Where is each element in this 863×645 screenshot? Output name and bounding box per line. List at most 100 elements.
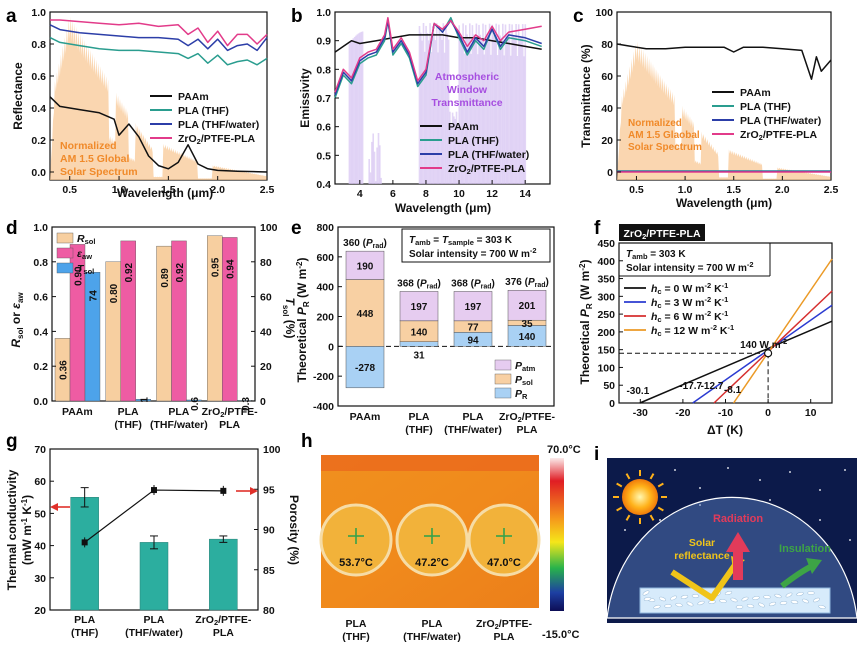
atm-window-bar xyxy=(472,34,475,184)
pore-24 xyxy=(768,601,777,607)
bar-Patm-3 xyxy=(453,291,493,322)
atm-window-bar xyxy=(380,177,382,184)
solar-spectrum-a xyxy=(50,16,267,181)
c-xtick-label-1: 0.5 xyxy=(629,184,644,196)
atm-window-bar xyxy=(360,31,363,185)
hc-line-2 xyxy=(692,304,833,404)
atm-window-bar xyxy=(447,39,450,184)
atm-window-bar xyxy=(524,24,527,185)
bar-label-εaw-1: 0.90 xyxy=(74,266,85,286)
insulation-arrowhead xyxy=(806,558,822,574)
d-ytick-label-3: 0.4 xyxy=(33,326,48,338)
atm-window-bar xyxy=(521,24,524,184)
atm-window-bar xyxy=(449,111,451,184)
label-radiation: Radiation xyxy=(713,513,763,525)
pore-23 xyxy=(763,595,771,599)
atm-window-bar xyxy=(513,37,516,184)
atm-window-bar xyxy=(490,54,492,184)
a-ytick-label-5: 0.8 xyxy=(31,39,46,51)
e-ytick-label-1: -400 xyxy=(313,401,334,413)
d-category-4-2: PLA xyxy=(219,419,240,431)
panel-e-ylabel: Theoretical PR (W m-2) xyxy=(295,258,311,383)
atm-window-bar xyxy=(523,56,525,184)
panel-c-legend: PAAm PLA (THF) PLA (THF/water) ZrO2/PTFE-PL… xyxy=(712,87,821,142)
atm-window-bar xyxy=(475,23,478,184)
g-ytick-label-3: 40 xyxy=(34,541,46,553)
f-ytick-label-9: 400 xyxy=(597,256,615,268)
bar-Psol-label-2: 140 xyxy=(411,327,428,338)
bar-Patm-label-2: 197 xyxy=(411,302,428,313)
panel-h: 53.7°C 47.2°C 47.0°C 70.0°C -15.0°C PLA(TH… xyxy=(319,444,581,643)
pore-5 xyxy=(664,604,672,608)
c-ytick-label-5: 80 xyxy=(601,39,613,51)
c-ytick-label-3: 40 xyxy=(601,103,613,115)
panel-g-letter: g xyxy=(6,431,18,452)
x-intercept-label-2: -17.7 xyxy=(679,381,702,392)
dR-ytick-label-6: 100 xyxy=(260,222,278,234)
legend-a-label-1: PAAm xyxy=(178,91,209,103)
panel-g-bars: PLA(THF)PLA(THF/water)ZrO2/PTFE-PLA xyxy=(70,485,252,639)
atm-window-bar xyxy=(375,181,377,184)
film-sample xyxy=(639,587,831,614)
f-ytick-label-1: 0 xyxy=(609,398,615,410)
porosity-point-3 xyxy=(220,487,227,494)
panel-f-lines: 140 W m-2 -30.1 -17.7-12.7 -8.1 xyxy=(619,258,833,404)
e-ytick-label-6: 600 xyxy=(316,252,334,264)
sun-ray-9 xyxy=(625,473,631,480)
hc-line-3 xyxy=(713,290,833,404)
legend-b-label-1: PAAm xyxy=(448,121,479,133)
atm-window-bar xyxy=(420,32,422,185)
atm-window-bar xyxy=(418,26,421,184)
bar-PR-label-1: -278 xyxy=(355,363,375,374)
atm-window-bar xyxy=(471,25,474,184)
atm-window-bar xyxy=(439,33,442,185)
b-xtick-label-6: 14 xyxy=(519,188,531,200)
atm-window-bar xyxy=(519,36,521,185)
reflectance-series-3 xyxy=(49,24,268,52)
legend-e-label-1: Patm xyxy=(515,360,536,373)
sun-rays xyxy=(613,470,667,524)
e-category-1-1: PAAm xyxy=(350,411,381,423)
sun-icon xyxy=(622,479,658,515)
bar-Patm-1 xyxy=(345,250,385,280)
atm-window-bar xyxy=(500,37,503,184)
legend-e-label-2: Psol xyxy=(515,374,533,387)
legend-e-label-3: PR xyxy=(515,388,528,401)
bar-conductivity-2 xyxy=(139,542,169,611)
g-category-1-2: (THF) xyxy=(71,627,98,639)
atm-window-bar xyxy=(459,34,462,184)
dR-ytick-label-4: 60 xyxy=(260,292,272,304)
pore-8 xyxy=(680,595,689,599)
gR-ytick-label-4: 95 xyxy=(263,484,275,496)
bar-Psol-label-4: 35 xyxy=(521,319,533,330)
legend-f-label-1: hc = 0 W m-2 K-1 xyxy=(651,281,728,296)
bar-Tsol-3 xyxy=(186,399,202,402)
atm-window-bar xyxy=(422,23,425,184)
pore-26 xyxy=(779,601,788,605)
atm-window-bar xyxy=(421,40,423,184)
dR-ytick-label-5: 80 xyxy=(260,257,272,269)
panel-c-ylabel: Transmittance (%) xyxy=(579,44,593,147)
c-xtick-label-3: 1.5 xyxy=(726,184,741,196)
e-ytick-label-4: 200 xyxy=(316,312,334,324)
pore-9 xyxy=(686,601,694,607)
atm-window-bar xyxy=(504,24,507,184)
sun-ray-3 xyxy=(649,514,655,521)
f-ytick-label-7: 300 xyxy=(597,291,615,303)
atm-window-bar xyxy=(506,35,508,185)
legend-e-swatch-2 xyxy=(494,373,512,385)
atm-window-bar xyxy=(368,159,370,184)
bar-label-Tsol-2: 1 xyxy=(139,397,150,403)
a-xtick-label-2: 1.0 xyxy=(112,184,127,196)
b-ytick-label-3: 0.6 xyxy=(316,122,331,134)
atm-window-bar xyxy=(351,39,353,185)
bar-PR-2 xyxy=(399,341,439,347)
color-scale-bar xyxy=(550,458,564,611)
atm-window-bar xyxy=(349,41,352,185)
b-ytick-label-5: 0.8 xyxy=(316,64,331,76)
panel-d-letter: d xyxy=(6,218,18,239)
scale-min: -15.0°C xyxy=(542,629,579,641)
bar-label-Rsol-1: 0.36 xyxy=(59,360,70,380)
x-intercept-label-4: -8.1 xyxy=(724,385,742,396)
